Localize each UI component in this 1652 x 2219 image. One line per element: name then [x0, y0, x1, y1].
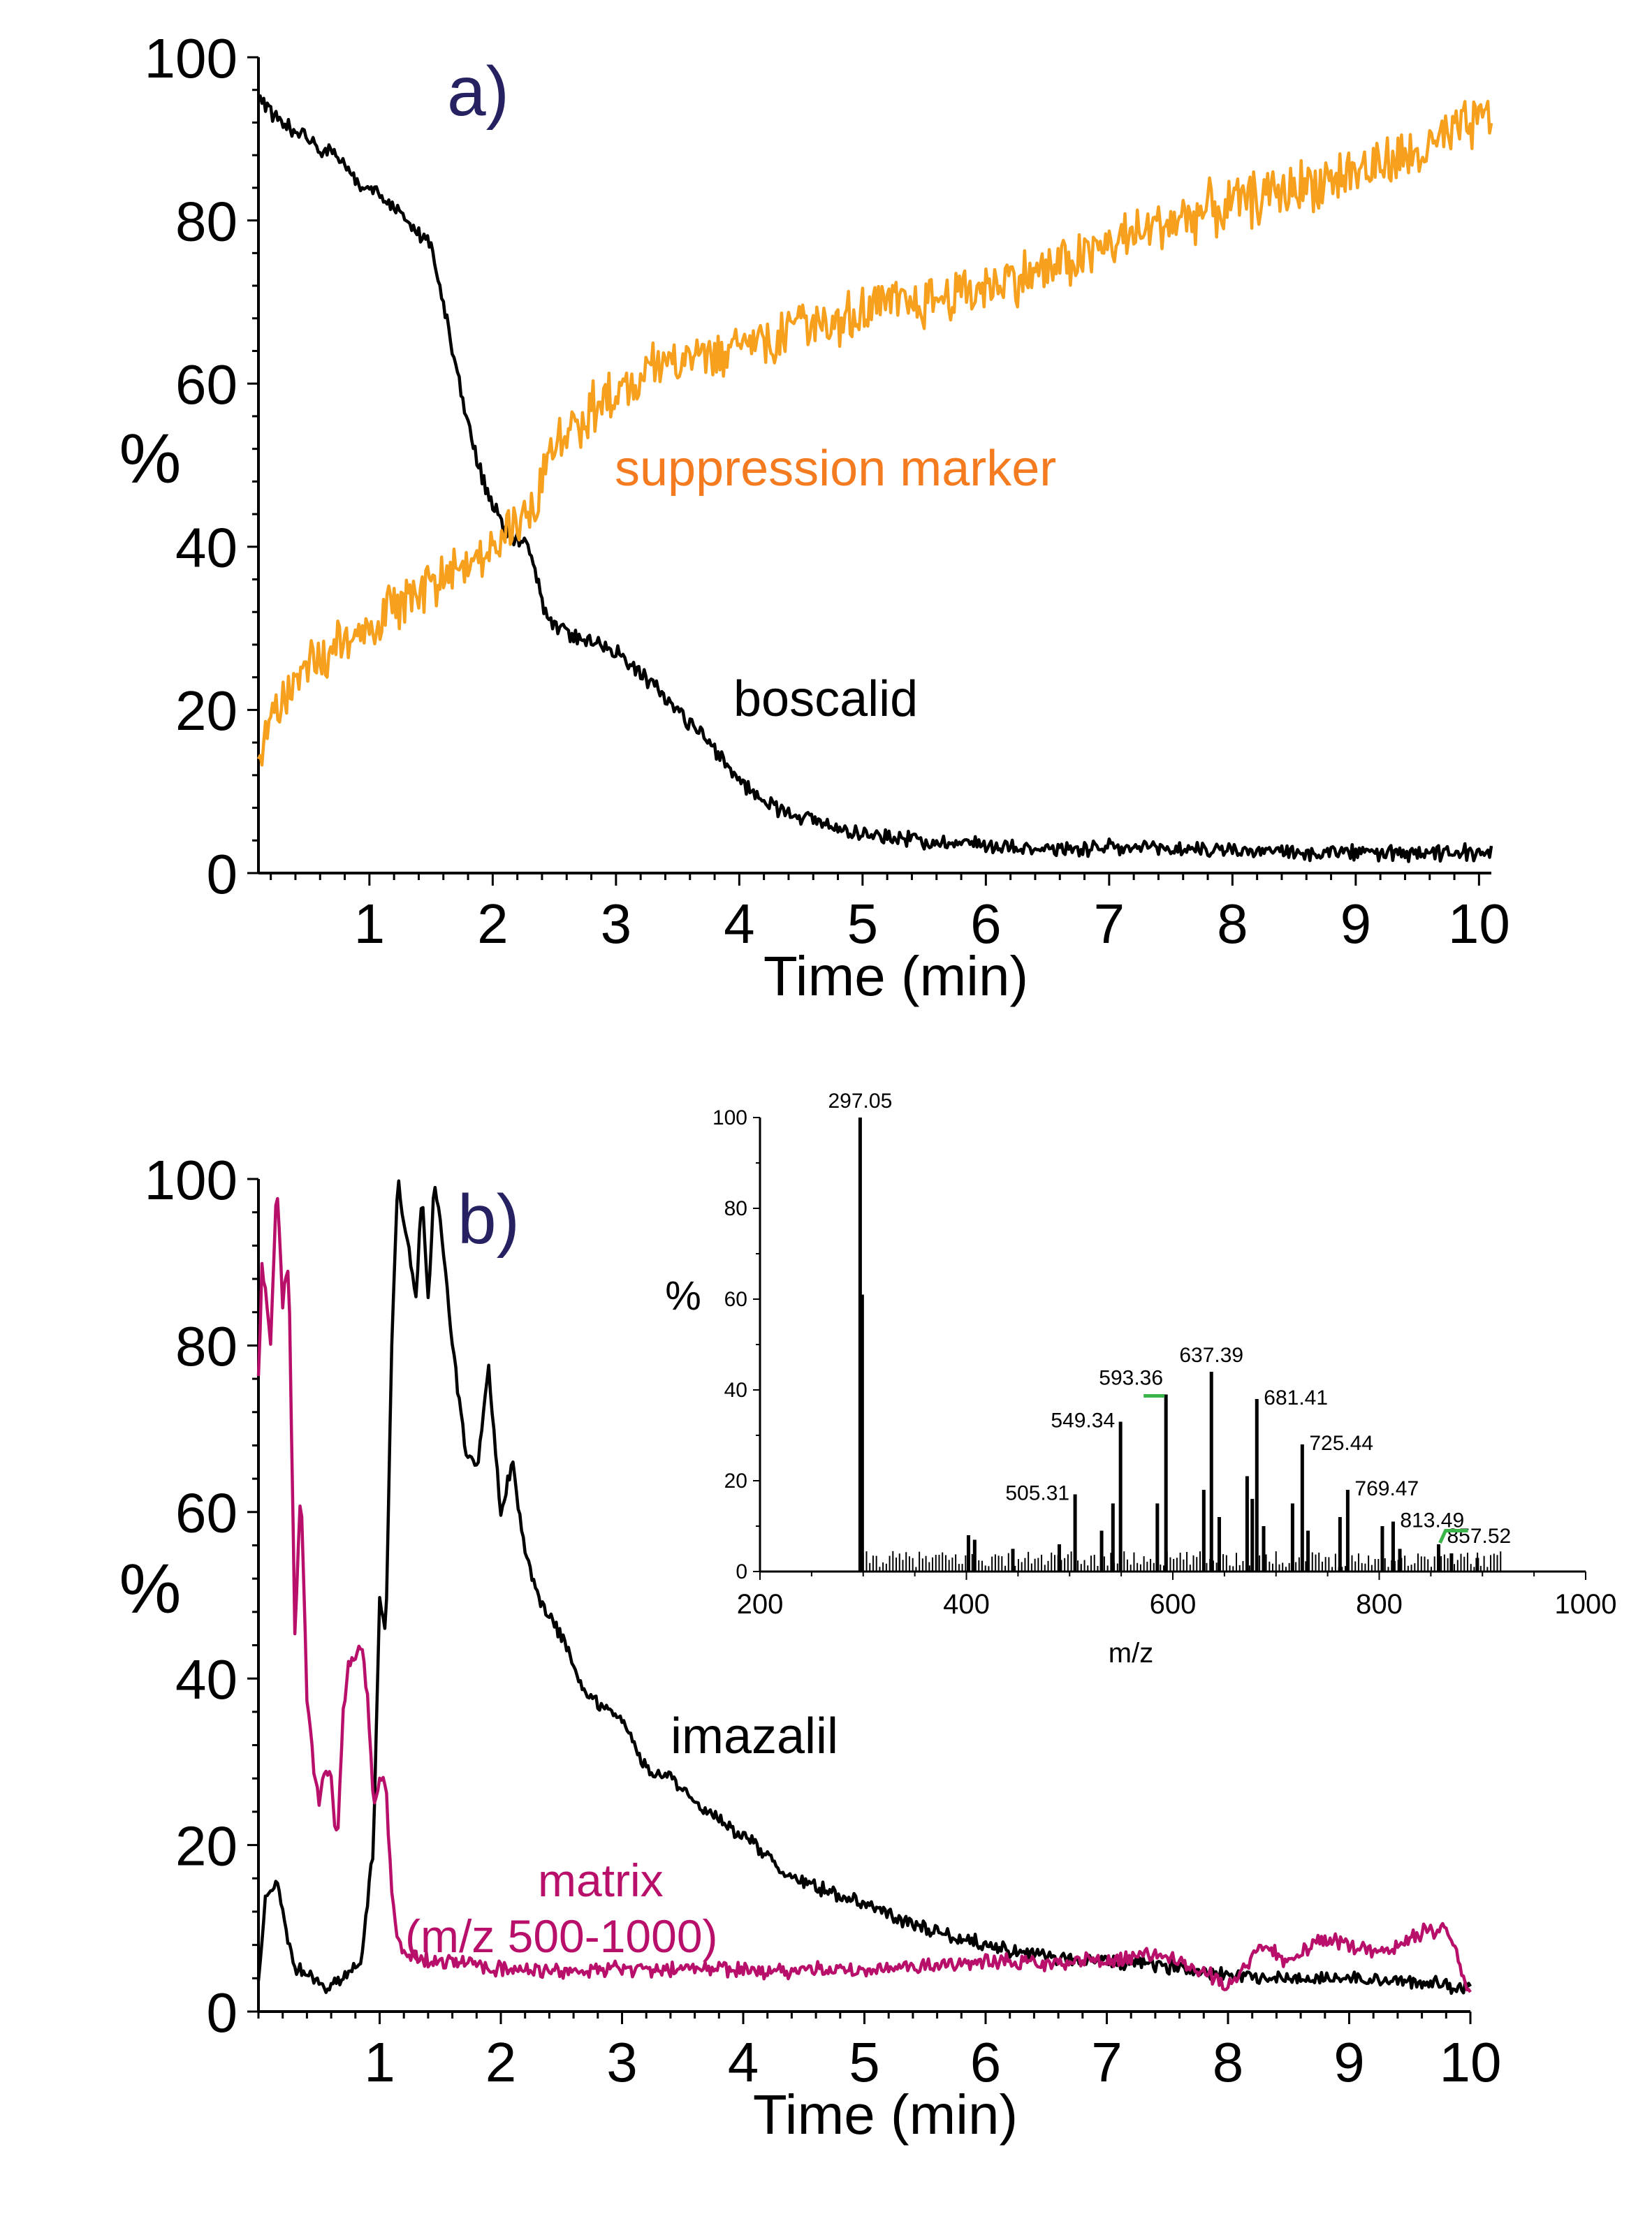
x-tick-label: 5 — [847, 893, 879, 955]
inset-y-tick-label: 60 — [724, 1288, 747, 1311]
mass-spectrum-inset: 0 20 40 60 80 100 200 400 600 800 1000 m/z% 297.05 50… — [665, 1090, 1616, 1669]
imazalil-label: imazalil — [671, 1708, 838, 1764]
inset-x-tick-label: 600 — [1150, 1589, 1197, 1620]
y-axis-label: % — [119, 420, 182, 498]
series-boscalid-line — [258, 94, 1493, 863]
y-axis-label: % — [119, 1550, 182, 1628]
x-tick-label: 3 — [606, 2031, 638, 2093]
boscalid-label: boscalid — [733, 671, 918, 727]
x-tick-label: 8 — [1217, 893, 1248, 955]
x-tick-label: 9 — [1340, 893, 1372, 955]
inset-x-tick-label: 800 — [1356, 1589, 1403, 1620]
suppression-marker-label: suppression marker — [615, 441, 1056, 497]
x-tick-label: 5 — [849, 2031, 880, 2093]
matrix-range-label: (m/z 500-1000) — [405, 1910, 718, 1962]
y-tick-label: 40 — [175, 1648, 237, 1711]
series-imazalil-line — [256, 1179, 1472, 1995]
y-tick-label: 80 — [175, 190, 237, 252]
peak-flag-marker — [1438, 1529, 1468, 1544]
y-tick-label: 60 — [175, 353, 237, 416]
x-axis-label: Time (min) — [753, 2083, 1018, 2146]
panel-a-chart: 0 20 40 60 80 100 1 2 3 4 5 6 7 8 9 10 Time (min)% — [119, 27, 1510, 1007]
y-tick-label: 0 — [207, 1982, 238, 2044]
x-tick-label: 9 — [1333, 2031, 1365, 2093]
inset-y-tick-label: 20 — [724, 1470, 747, 1493]
inset-x-axis-label: m/z — [1109, 1638, 1153, 1669]
peak-label: 725.44 — [1309, 1432, 1373, 1455]
inset-y-tick-label: 40 — [724, 1379, 747, 1402]
peak-label: 769.47 — [1354, 1477, 1419, 1500]
peak-label: 681.41 — [1264, 1386, 1328, 1409]
panel-b-label: b) — [458, 1180, 520, 1259]
x-tick-label: 2 — [477, 893, 509, 955]
panel-b-chart: 0 20 40 60 80 100 1 2 3 4 5 6 7 8 9 10 Time (min)% — [119, 1149, 1502, 2146]
peak-label: 593.36 — [1099, 1367, 1163, 1390]
peak-label: 813.49 — [1400, 1509, 1464, 1532]
x-tick-label: 10 — [1448, 893, 1510, 955]
y-tick-label: 20 — [175, 1815, 237, 1877]
x-tick-label: 8 — [1213, 2031, 1244, 2093]
x-axis-label: Time (min) — [763, 945, 1028, 1007]
peak-label: 637.39 — [1179, 1344, 1243, 1367]
x-tick-label: 6 — [970, 2031, 1002, 2093]
x-tick-label: 10 — [1440, 2031, 1502, 2093]
x-tick-label: 7 — [1091, 2031, 1123, 2093]
inset-y-tick-label: 0 — [736, 1560, 747, 1583]
peak-label: 505.31 — [1005, 1482, 1069, 1505]
panel-a-label: a) — [447, 52, 509, 131]
matrix-label: matrix — [538, 1854, 664, 1906]
x-tick-label: 3 — [601, 893, 632, 955]
inset-x-tick-label: 200 — [737, 1589, 784, 1620]
y-tick-label: 20 — [175, 680, 237, 742]
y-tick-label: 100 — [145, 27, 237, 89]
x-tick-label: 6 — [970, 893, 1002, 955]
inset-y-tick-label: 80 — [724, 1197, 747, 1220]
inset-y-tick-label: 100 — [712, 1106, 747, 1129]
x-tick-label: 1 — [364, 2031, 395, 2093]
y-tick-label: 60 — [175, 1482, 237, 1544]
peak-label: 549.34 — [1051, 1409, 1115, 1433]
inset-y-axis-label: % — [665, 1273, 701, 1319]
inset-x-tick-label: 400 — [943, 1589, 990, 1620]
x-tick-label: 7 — [1094, 893, 1125, 955]
x-tick-label: 1 — [354, 893, 386, 955]
peak-label: 857.52 — [1447, 1525, 1511, 1548]
series-matrix-line — [256, 1196, 1472, 1993]
peak-label: 297.05 — [828, 1090, 893, 1113]
x-tick-label: 4 — [728, 2031, 759, 2093]
y-tick-label: 0 — [207, 843, 238, 905]
inset-x-tick-label: 1000 — [1555, 1589, 1617, 1620]
y-tick-label: 40 — [175, 517, 237, 579]
x-tick-label: 4 — [724, 893, 755, 955]
y-tick-label: 100 — [145, 1149, 237, 1211]
series-suppression-marker-line — [256, 99, 1493, 767]
y-tick-label: 80 — [175, 1315, 237, 1377]
x-tick-label: 2 — [485, 2031, 517, 2093]
